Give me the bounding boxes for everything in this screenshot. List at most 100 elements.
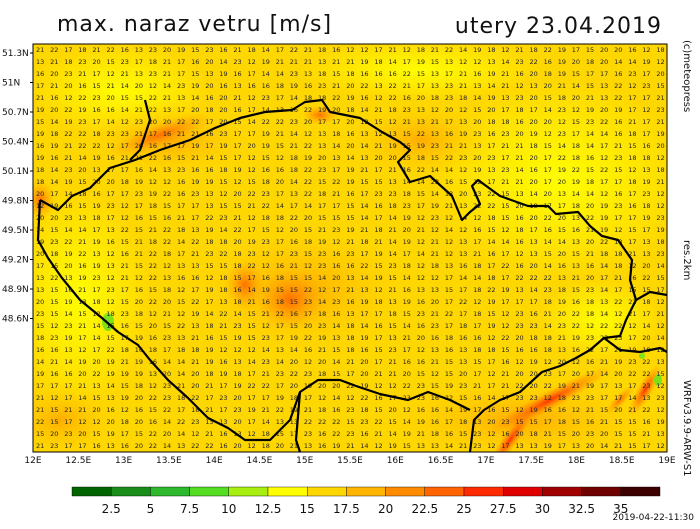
grid-value: 22 xyxy=(205,214,213,222)
grid-value: 17 xyxy=(36,262,44,270)
grid-value: 13 xyxy=(389,178,397,186)
grid-value: 23 xyxy=(64,70,72,78)
grid-value: 14 xyxy=(121,82,129,90)
grid-value: 17 xyxy=(332,118,340,126)
grid-value: 21 xyxy=(403,118,411,126)
grid-value: 23 xyxy=(248,250,256,258)
grid-value: 21 xyxy=(64,142,72,150)
grid-value: 20 xyxy=(431,298,439,306)
grid-value: 20 xyxy=(64,262,72,270)
grid-value: 13 xyxy=(276,418,284,426)
grid-value: 23 xyxy=(374,190,382,198)
grid-value: 18 xyxy=(558,94,566,102)
grid-value: 14 xyxy=(586,130,594,138)
grid-value: 13 xyxy=(642,238,650,246)
grid-value: 13 xyxy=(431,70,439,78)
grid-value: 21 xyxy=(346,358,354,366)
grid-value: 21 xyxy=(50,358,58,366)
grid-value: 18 xyxy=(600,250,608,258)
grid-value: 16 xyxy=(459,262,467,270)
grid-value: 12 xyxy=(656,322,664,330)
grid-value: 15 xyxy=(403,442,411,450)
grid-value: 14 xyxy=(572,190,580,198)
grid-value: 17 xyxy=(177,406,185,414)
grid-value: 15 xyxy=(163,322,171,330)
grid-value: 20 xyxy=(92,406,100,414)
grid-value: 19 xyxy=(64,298,72,306)
grid-value: 21 xyxy=(262,406,270,414)
grid-value: 19 xyxy=(614,106,622,114)
grid-value: 22 xyxy=(417,130,425,138)
grid-value: 21 xyxy=(205,406,213,414)
grid-value: 21 xyxy=(515,46,523,54)
grid-value: 20 xyxy=(36,250,44,258)
grid-value: 17 xyxy=(445,70,453,78)
grid-value: 15 xyxy=(572,118,580,126)
grid-value: 23 xyxy=(304,298,312,306)
grid-value: 23 xyxy=(558,106,566,114)
grid-value: 15 xyxy=(332,346,340,354)
grid-value: 15 xyxy=(248,322,256,330)
grid-value: 16 xyxy=(149,418,157,426)
grid-value: 15 xyxy=(149,286,157,294)
grid-value: 15 xyxy=(163,202,171,210)
grid-value: 20 xyxy=(332,106,340,114)
grid-value: 18 xyxy=(233,250,241,258)
grid-value: 17 xyxy=(276,382,284,390)
grid-value: 14 xyxy=(642,322,650,330)
grid-value: 18 xyxy=(135,382,143,390)
grid-value: 21 xyxy=(558,334,566,342)
grid-value: 18 xyxy=(374,298,382,306)
grid-value: 13 xyxy=(431,442,439,450)
grid-value: 20 xyxy=(530,370,538,378)
grid-value: 21 xyxy=(515,178,523,186)
grid-value: 22 xyxy=(64,130,72,138)
legend-label: 22.5 xyxy=(411,502,438,516)
grid-value: 15 xyxy=(459,178,467,186)
grid-value: 16 xyxy=(262,274,270,282)
grid-value: 21 xyxy=(473,382,481,390)
grid-value: 17 xyxy=(248,274,256,282)
grid-value: 16 xyxy=(78,82,86,90)
grid-value: 13 xyxy=(290,418,298,426)
grid-value: 21 xyxy=(248,202,256,210)
grid-value: 12 xyxy=(276,226,284,234)
grid-value: 14 xyxy=(290,178,298,186)
grid-value: 14 xyxy=(262,346,270,354)
grid-value: 21 xyxy=(205,430,213,438)
grid-value: 19 xyxy=(473,166,481,174)
grid-value: 17 xyxy=(487,262,495,270)
legend-swatch xyxy=(424,486,465,497)
grid-value: 16 xyxy=(205,94,213,102)
grid-value: 19 xyxy=(64,118,72,126)
grid-value: 18 xyxy=(92,130,100,138)
grid-value: 19 xyxy=(121,394,129,402)
grid-value: 20 xyxy=(92,358,100,366)
grid-value: 19 xyxy=(487,70,495,78)
grid-value: 15 xyxy=(36,430,44,438)
grid-value: 14 xyxy=(332,142,340,150)
grid-value: 22 xyxy=(614,322,622,330)
grid-value: 20 xyxy=(332,274,340,282)
grid-value: 22 xyxy=(318,418,326,426)
grid-value: 20 xyxy=(205,58,213,66)
grid-value: 16 xyxy=(304,82,312,90)
grid-value: 14 xyxy=(205,310,213,318)
grid-value: 18 xyxy=(290,154,298,162)
grid-value: 23 xyxy=(121,130,129,138)
grid-value: 16 xyxy=(346,262,354,270)
grid-value: 17 xyxy=(445,418,453,426)
grid-value: 17 xyxy=(121,166,129,174)
grid-value: 23 xyxy=(262,94,270,102)
grid-value: 23 xyxy=(50,238,58,246)
grid-value: 12 xyxy=(501,322,509,330)
grid-value: 20 xyxy=(135,298,143,306)
grid-value: 18 xyxy=(318,46,326,54)
grid-value: 21 xyxy=(586,250,594,258)
grid-value: 20 xyxy=(572,58,580,66)
grid-value: 12 xyxy=(121,214,129,222)
grid-value: 14 xyxy=(558,238,566,246)
grid-value: 15 xyxy=(445,286,453,294)
grid-value: 21 xyxy=(501,82,509,90)
grid-value: 17 xyxy=(600,178,608,186)
